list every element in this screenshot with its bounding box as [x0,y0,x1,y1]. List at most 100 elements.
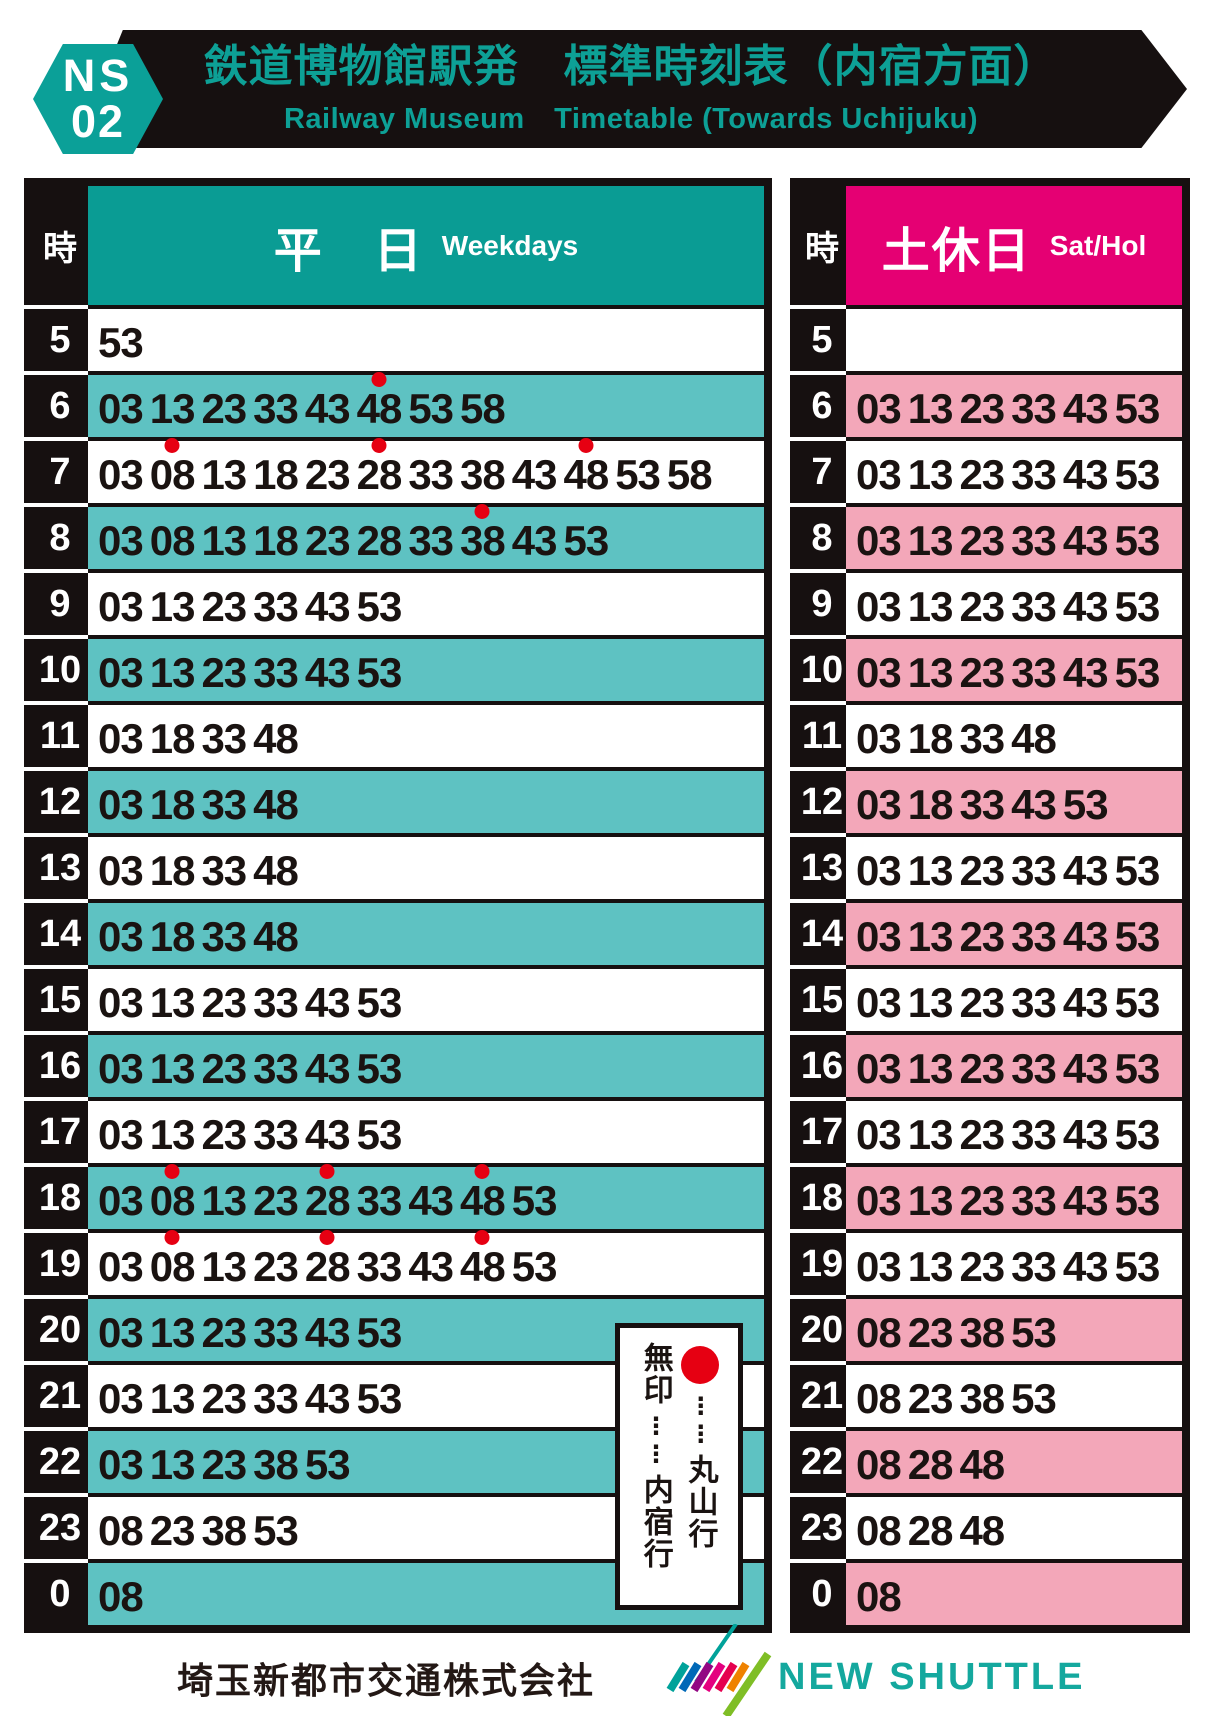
minute-value: 23 [959,517,1005,564]
weekday-row-hour-17: 17 03 13 23 33 43 53 [24,1097,764,1163]
minute-value: 23 [201,385,247,432]
maruyama-dot-icon [371,438,387,453]
minute-value: 33 [1011,1111,1057,1158]
minute-value: 43 [1062,1045,1109,1092]
minutes-cell: 03 18 33 48 [846,701,1182,767]
minute-value: 13 [907,1045,954,1092]
minute-value: 03 [856,385,902,432]
minute-value: 53 [1114,451,1161,498]
holiday-row-hour-23: 23 08 28 48 [790,1493,1182,1559]
minute-value: 23 [304,517,351,564]
minute-value: 43 [511,517,558,564]
hour-label: 21 [24,1361,88,1427]
minute-value: 03 [856,1177,902,1224]
minutes-cell: 03 13 23 33 43 53 [846,1229,1182,1295]
maruyama-dot-icon [371,372,387,387]
minute-value: 03 [98,1375,144,1422]
minutes-cell: 53 [88,305,764,371]
hour-label: 10 [24,635,88,701]
minute-value: 53 [563,517,609,564]
hour-label: 16 [24,1031,88,1097]
minute-value: 43 [1011,781,1057,828]
holiday-row-hour-9: 9 03 13 23 33 43 53 [790,569,1182,635]
minute-value: 23 [959,1243,1005,1290]
minutes-cell: 08 23 38 53 [846,1361,1182,1427]
minute-value: 33 [201,847,247,894]
minute-value: 13 [907,979,954,1026]
minute-value: 53 [1114,517,1161,564]
minute-value: 23 [201,1375,247,1422]
hour-label: 22 [790,1427,846,1493]
minutes-cell: 08 28 48 [846,1493,1182,1559]
hour-label: 19 [790,1229,846,1295]
minute-value: 08 [856,1507,902,1554]
weekday-row-hour-9: 9 03 13 23 33 43 53 [24,569,764,635]
minutes-cell: 08 23 38 53 [846,1295,1182,1361]
minute-value: 13 [907,583,954,630]
minute-value: 53 [356,1375,403,1422]
minutes-cell: 03 08 13 23 28 33 43 48 53 [88,1229,764,1295]
minute-value-maruyama: 08 [150,1164,195,1222]
minute-value: 13 [907,517,954,564]
hour-label: 8 [24,503,88,569]
minute-value: 33 [253,385,299,432]
header-banner: 鉄道博物館駅発 標準時刻表（内宿方面） Railway Museum Timet… [75,30,1187,148]
minute-value: 03 [856,1045,902,1092]
minute-value: 48 [959,1441,1005,1488]
minute-value: 08 [856,1375,902,1422]
minutes-cell: 03 13 23 33 43 48 53 58 [88,371,764,437]
minutes-cell: 03 13 23 33 43 53 [846,635,1182,701]
minute-value: 28 [907,1507,954,1554]
minute-value: 53 [1011,1309,1057,1356]
hour-label: 15 [790,965,846,1031]
weekday-label-en: Weekdays [441,229,579,261]
minute-value: 38 [460,451,506,498]
station-number-badge: NS 02 [33,44,163,154]
minute-value-maruyama: 08 [150,1230,195,1288]
minutes-cell: 03 13 23 33 43 53 [88,965,764,1031]
minutes-cell: 03 13 23 33 43 53 [846,1163,1182,1229]
minute-value-maruyama: 48 [460,1230,506,1288]
minute-value: 58 [666,451,713,498]
minute-value: 23 [959,385,1005,432]
minute-value: 43 [408,1177,454,1224]
minute-value: 03 [98,583,144,630]
minute-value: 43 [304,649,351,696]
minute-value: 18 [149,781,196,828]
minute-value: 53 [615,451,661,498]
minutes-cell: 08 [846,1559,1182,1625]
minute-value: 23 [959,451,1005,498]
maruyama-dot-icon [680,1346,719,1384]
minute-value: 43 [304,1045,351,1092]
legend-maruyama-destination: 丸山行 [683,1454,717,1550]
minute-value-maruyama: 28 [305,1164,351,1222]
legend-col-maruyama: ⋮⋮ 丸山行 [680,1342,719,1605]
hour-column-header: 時 [24,186,88,305]
minute-value: 33 [1011,1045,1057,1092]
minute-value: 03 [856,913,902,960]
minute-value-maruyama: 48 [460,1164,506,1222]
holiday-row-hour-0: 0 08 [790,1559,1182,1625]
minute-value: 23 [149,1507,196,1554]
minute-value: 48 [253,847,299,894]
holiday-row-hour-12: 12 03 18 33 43 53 [790,767,1182,833]
minute-value: 03 [98,781,144,828]
minute-value: 33 [201,781,247,828]
minutes-cell: 03 18 33 43 53 [846,767,1182,833]
maruyama-dot-icon [319,1164,335,1179]
hour-label: 12 [790,767,846,833]
hour-label: 20 [24,1295,88,1361]
minute-value: 33 [253,1375,299,1422]
minute-value: 43 [1062,451,1109,498]
minute-value: 33 [1011,649,1057,696]
minute-value: 13 [149,1375,196,1422]
minute-value: 03 [856,451,902,498]
minutes-cell [846,305,1182,371]
minute-value: 13 [907,1243,954,1290]
minute-value: 03 [98,715,144,762]
hour-label: 8 [790,503,846,569]
minute-value: 23 [959,1045,1005,1092]
hour-label: 7 [790,437,846,503]
holiday-row-hour-18: 18 03 13 23 33 43 53 [790,1163,1182,1229]
minute-value: 53 [1114,913,1161,960]
